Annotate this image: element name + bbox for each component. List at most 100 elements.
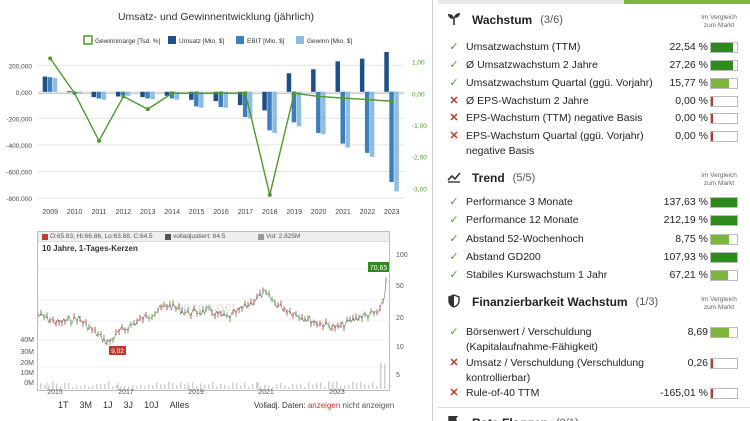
price-plot: finanzen.net 70,65 9,02 [38, 262, 389, 389]
margin-point[interactable] [97, 138, 101, 143]
bar-gewinn[interactable] [101, 91, 107, 100]
bar-umsatz[interactable] [237, 91, 243, 106]
legend-item[interactable]: EBIT [Mio. $] [236, 36, 285, 45]
bar-umsatz[interactable] [115, 91, 121, 97]
volume-bar [292, 384, 294, 389]
bar-umsatz[interactable] [164, 91, 170, 96]
margin-point[interactable] [243, 91, 248, 96]
margin-line-series [48, 56, 394, 197]
volume-bar [232, 382, 234, 389]
bar-ebit[interactable] [291, 91, 297, 123]
margin-point[interactable] [72, 91, 77, 96]
bar-umsatz[interactable] [91, 91, 97, 98]
margin-point[interactable] [219, 91, 223, 96]
check-icon: ✓ [449, 41, 459, 53]
cross-icon: ✕ [449, 387, 459, 399]
volume-bar [288, 386, 290, 389]
metric-label: Börsenwert / Verschuldung (Kapitalaufnah… [466, 326, 598, 353]
range-alles-button[interactable]: Alles [169, 400, 190, 410]
range-10j-button[interactable]: 10J [144, 400, 159, 410]
bar-gewinn[interactable] [199, 91, 204, 108]
volladj-show-link[interactable]: anzeigen [307, 401, 341, 410]
y-left-tick: -600,000 [6, 169, 32, 176]
y-left-tick: -400,000 [6, 143, 32, 150]
bar-umsatz[interactable] [286, 73, 292, 92]
bar-umsatz[interactable] [140, 91, 145, 98]
bar-ebit[interactable] [120, 91, 126, 96]
volume-bar [168, 381, 170, 389]
bar-gewinn[interactable] [369, 91, 375, 157]
rating-bar [710, 113, 738, 124]
bar-gewinn[interactable] [272, 91, 277, 133]
bar-umsatz[interactable] [359, 58, 365, 92]
bar-gewinn[interactable] [247, 91, 253, 119]
section-header-wachstum: Wachstum (3/6) [438, 11, 563, 29]
bar-gewinn[interactable] [223, 91, 229, 108]
year-tick: 2015 [47, 389, 63, 396]
stock-chart[interactable]: O:65.83, Hi:66.86, Lo:63.68, C:64.5 voll… [37, 231, 390, 391]
margin-point[interactable] [48, 56, 53, 61]
bar-ebit[interactable] [364, 91, 370, 153]
bar-gewinn[interactable] [321, 91, 326, 135]
bar-gewinn[interactable] [394, 91, 399, 192]
margin-point[interactable] [194, 91, 199, 96]
range-1t-button[interactable]: 1T [58, 400, 69, 410]
bar-umsatz[interactable] [384, 52, 389, 92]
bar-ebit[interactable] [316, 91, 321, 133]
bar-ebit[interactable] [340, 91, 346, 144]
volume-bar [188, 385, 190, 389]
margin-point[interactable] [365, 97, 370, 102]
bar-umsatz[interactable] [213, 91, 219, 102]
watermark: finanzen.net [160, 299, 237, 314]
margin-point[interactable] [341, 96, 345, 101]
bar-ebit[interactable] [218, 91, 224, 108]
legend-item[interactable]: Umsatz [Mio. $] [168, 36, 224, 45]
bar-ebit[interactable] [267, 91, 272, 131]
bar-gewinn[interactable] [52, 77, 58, 92]
bar-gewinn[interactable] [125, 91, 131, 96]
bar-ebit[interactable] [242, 91, 248, 118]
volume-bar [68, 382, 70, 389]
bar-ebit[interactable] [145, 91, 150, 99]
bar-umsatz[interactable] [335, 61, 341, 92]
y-right-tick: -2,00 [412, 155, 427, 162]
legend-item[interactable]: Gewinn [Mio. $] [296, 36, 352, 45]
x-tick: 2020 [311, 209, 327, 216]
margin-point[interactable] [121, 94, 126, 99]
bar-umsatz[interactable] [67, 91, 72, 93]
x-tick: 2015 [189, 209, 205, 216]
bar-gewinn[interactable] [150, 91, 155, 100]
volladj-hide-link[interactable]: nicht anzeigen [342, 401, 395, 410]
margin-point[interactable] [170, 91, 175, 96]
bar-ebit[interactable] [47, 77, 53, 92]
margin-point[interactable] [292, 91, 297, 96]
margin-point[interactable] [316, 94, 321, 99]
range-1j-button[interactable]: 1J [103, 400, 113, 410]
volume-bar [44, 384, 46, 389]
bar-umsatz[interactable] [262, 91, 267, 111]
price-tick: 10 [396, 344, 404, 351]
volume-bar [80, 386, 82, 389]
metric-value: 67,21 % [669, 269, 708, 281]
legend-item[interactable]: Gewinnmarge [Tsd. %] [83, 35, 161, 45]
section-header-trend: Trend (5/5) [438, 169, 535, 187]
margin-point[interactable] [389, 99, 394, 104]
range-3m-button[interactable]: 3M [79, 400, 93, 410]
legend-label: Gewinnmarge [Tsd. %] [95, 38, 161, 45]
bar-gewinn[interactable] [77, 91, 82, 94]
margin-point[interactable] [145, 107, 150, 112]
margin-point[interactable] [267, 192, 272, 197]
bar-gewinn[interactable] [296, 91, 302, 127]
bar-ebit[interactable] [389, 91, 394, 183]
volume-bar [200, 383, 202, 389]
volume-bar [240, 385, 242, 389]
bar-umsatz[interactable] [311, 69, 316, 92]
bar-gewinn[interactable] [174, 91, 180, 100]
bar-umsatz[interactable] [42, 76, 48, 92]
year-tick: 2019 [188, 389, 204, 396]
bar-umsatz[interactable] [189, 91, 194, 100]
range-3j-button[interactable]: 3J [123, 400, 134, 410]
bar-ebit[interactable] [96, 91, 102, 99]
bar-ebit[interactable] [194, 91, 199, 107]
bar-gewinn[interactable] [345, 91, 351, 148]
